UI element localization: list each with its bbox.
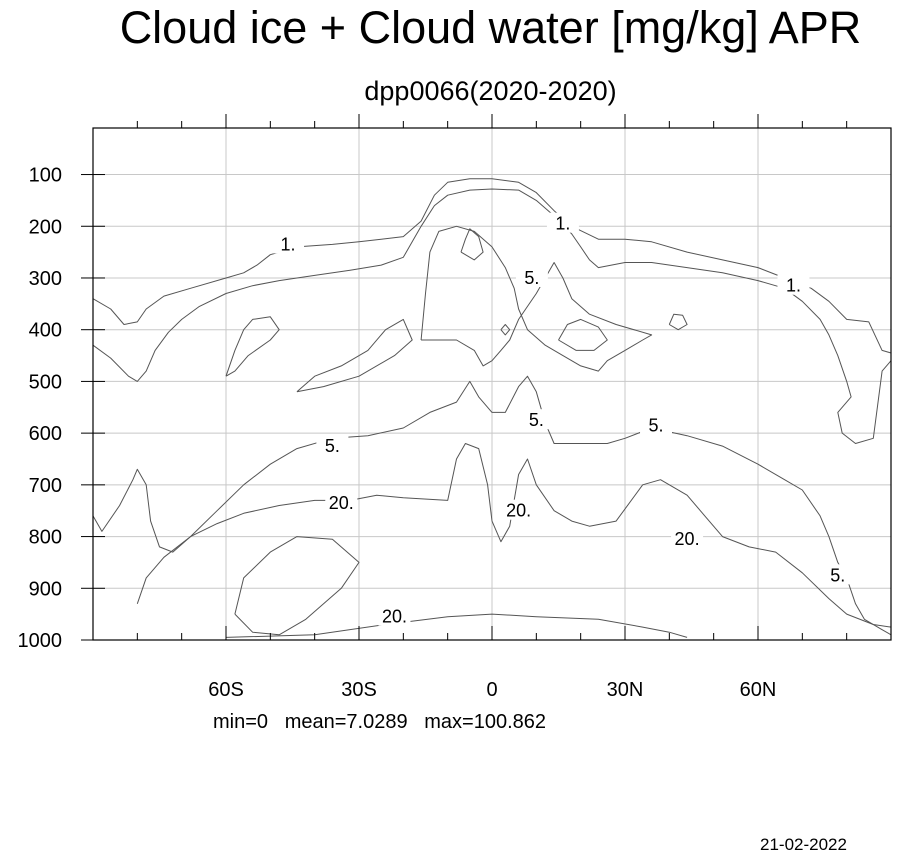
contour-label: 20. <box>382 607 407 627</box>
y-tick-label: 300 <box>29 268 62 290</box>
contour-line-5 <box>500 324 511 336</box>
contour-label: 1. <box>281 234 296 254</box>
contour-label: 1. <box>555 214 570 234</box>
contour-label-background <box>502 499 535 520</box>
y-tick-label: 500 <box>29 371 62 393</box>
contour-line-5 <box>92 375 892 636</box>
contour-label-background <box>520 409 553 430</box>
contour-label: 20. <box>675 529 700 549</box>
x-tick-label: 60N <box>740 679 777 701</box>
contour-line-5 <box>668 313 688 331</box>
x-tick-label: 30S <box>341 679 377 701</box>
contour-line-5 <box>225 316 280 377</box>
contour-line-5 <box>420 225 653 372</box>
chart-title: Cloud ice + Cloud water [mg/kg] APR <box>119 2 862 53</box>
contour-label-background <box>378 605 411 626</box>
plot-date: 21-02-2022 <box>760 835 847 854</box>
grid-lines <box>93 128 891 640</box>
contour-lines <box>92 178 892 638</box>
contour-label: 5. <box>325 436 340 456</box>
y-tick-label: 800 <box>29 527 62 549</box>
contour-label-background <box>671 528 704 549</box>
contour-line-20 <box>136 443 892 628</box>
contour-line-20 <box>460 228 484 261</box>
x-tick-label: 60S <box>208 679 244 701</box>
contour-label-background <box>515 266 548 287</box>
y-tick-label: 400 <box>29 320 62 342</box>
y-tick-label: 900 <box>29 578 62 600</box>
contour-label: 5. <box>830 565 845 585</box>
contour-labels: 1. 1. 1. 5. 5. 5. 5. 5. 20. 20. 20. 20. <box>272 212 854 627</box>
contour-label: 5. <box>529 410 544 430</box>
contour-line-5 <box>558 318 608 351</box>
contour-label-background <box>821 564 854 585</box>
chart-subtitle: dpp0066(2020-2020) <box>364 76 617 106</box>
axis-tick-labels: 60S 30S 0 30N 60N 100 200 300 400 500 600 700 800 900… <box>18 165 777 701</box>
y-tick-label: 600 <box>29 423 62 445</box>
contour-line-1 <box>92 188 892 444</box>
contour-label-background <box>325 491 358 512</box>
contour-label-background <box>272 233 305 254</box>
axis-ticks <box>81 114 848 641</box>
x-tick-label: 0 <box>486 679 497 701</box>
contour-label: 20. <box>329 493 354 513</box>
x-tick-label: 30N <box>607 679 644 701</box>
y-tick-label: 100 <box>29 165 62 187</box>
contour-line-5 <box>296 318 413 393</box>
contour-label: 5. <box>649 415 664 435</box>
contour-label-background <box>316 435 349 456</box>
contour-label-background <box>640 414 673 435</box>
contour-label: 1. <box>786 276 801 296</box>
summary-statistics: min=0 mean=7.0289 max=100.862 <box>213 711 547 733</box>
contour-label: 5. <box>524 268 539 288</box>
contour-label-background <box>546 212 579 233</box>
contour-line-20 <box>234 536 360 636</box>
y-tick-label: 700 <box>29 475 62 497</box>
contour-label: 20. <box>506 501 531 521</box>
contour-line-20 <box>225 613 688 638</box>
contour-label-background <box>777 274 810 295</box>
y-tick-label: 200 <box>29 216 62 238</box>
y-tick-label: 1000 <box>18 630 63 652</box>
